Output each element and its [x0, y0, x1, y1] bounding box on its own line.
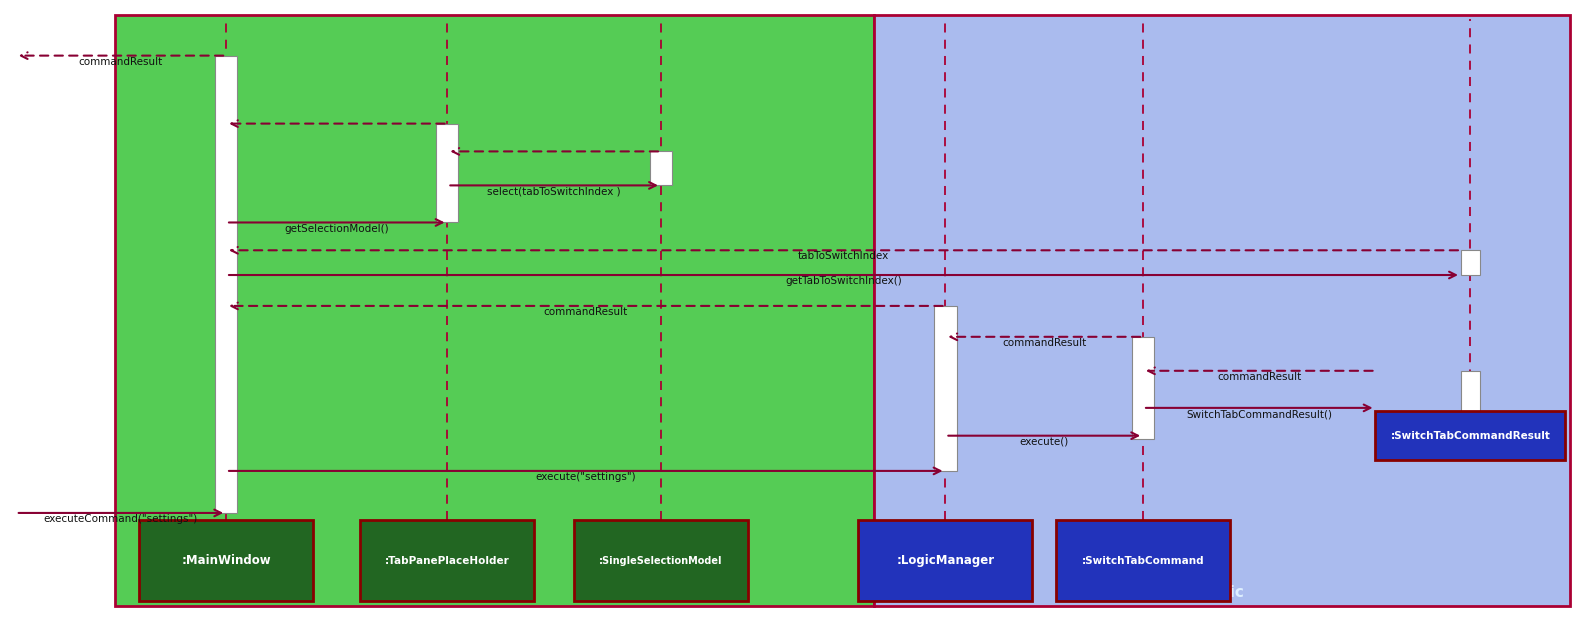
Text: commandResult: commandResult	[544, 307, 628, 317]
Bar	[858, 520, 1032, 601]
Text: execute(): execute()	[1020, 437, 1069, 447]
Text: tabToSwitchIndex: tabToSwitchIndex	[798, 252, 889, 261]
Bar	[650, 151, 672, 185]
Text: executeCommand("settings"): executeCommand("settings")	[44, 514, 198, 524]
Text: getSelectionModel(): getSelectionModel()	[285, 224, 389, 234]
Bar	[139, 520, 313, 601]
Bar	[436, 124, 458, 222]
Bar	[574, 520, 748, 601]
Text: commandResult: commandResult	[1217, 372, 1301, 382]
Bar	[934, 306, 957, 471]
Text: commandResult: commandResult	[1002, 338, 1086, 348]
Bar	[1461, 250, 1480, 275]
Text: :MainWindow: :MainWindow	[182, 554, 270, 567]
Text: :TabPanePlaceHolder: :TabPanePlaceHolder	[386, 556, 509, 565]
Bar	[115, 15, 874, 606]
Text: commandResult: commandResult	[79, 57, 163, 67]
Text: :SingleSelectionModel: :SingleSelectionModel	[599, 556, 723, 565]
Text: Logic: Logic	[1200, 585, 1244, 599]
Text: select(tabToSwitchIndex ): select(tabToSwitchIndex )	[487, 187, 621, 197]
Bar	[874, 15, 1570, 606]
Text: :SwitchTabCommand: :SwitchTabCommand	[1081, 556, 1205, 565]
Bar	[360, 520, 534, 601]
Bar	[1132, 337, 1154, 439]
Text: getTabToSwitchIndex(): getTabToSwitchIndex()	[786, 276, 901, 286]
Bar	[1375, 411, 1565, 460]
Text: :LogicManager: :LogicManager	[896, 554, 994, 567]
Text: execute("settings"): execute("settings")	[536, 472, 636, 482]
Text: UI: UI	[485, 585, 504, 599]
Bar	[1461, 371, 1480, 411]
Bar	[215, 56, 237, 513]
Text: :SwitchTabCommandResult: :SwitchTabCommandResult	[1390, 431, 1551, 441]
Bar	[1056, 520, 1230, 601]
Text: SwitchTabCommandResult(): SwitchTabCommandResult()	[1186, 409, 1333, 419]
